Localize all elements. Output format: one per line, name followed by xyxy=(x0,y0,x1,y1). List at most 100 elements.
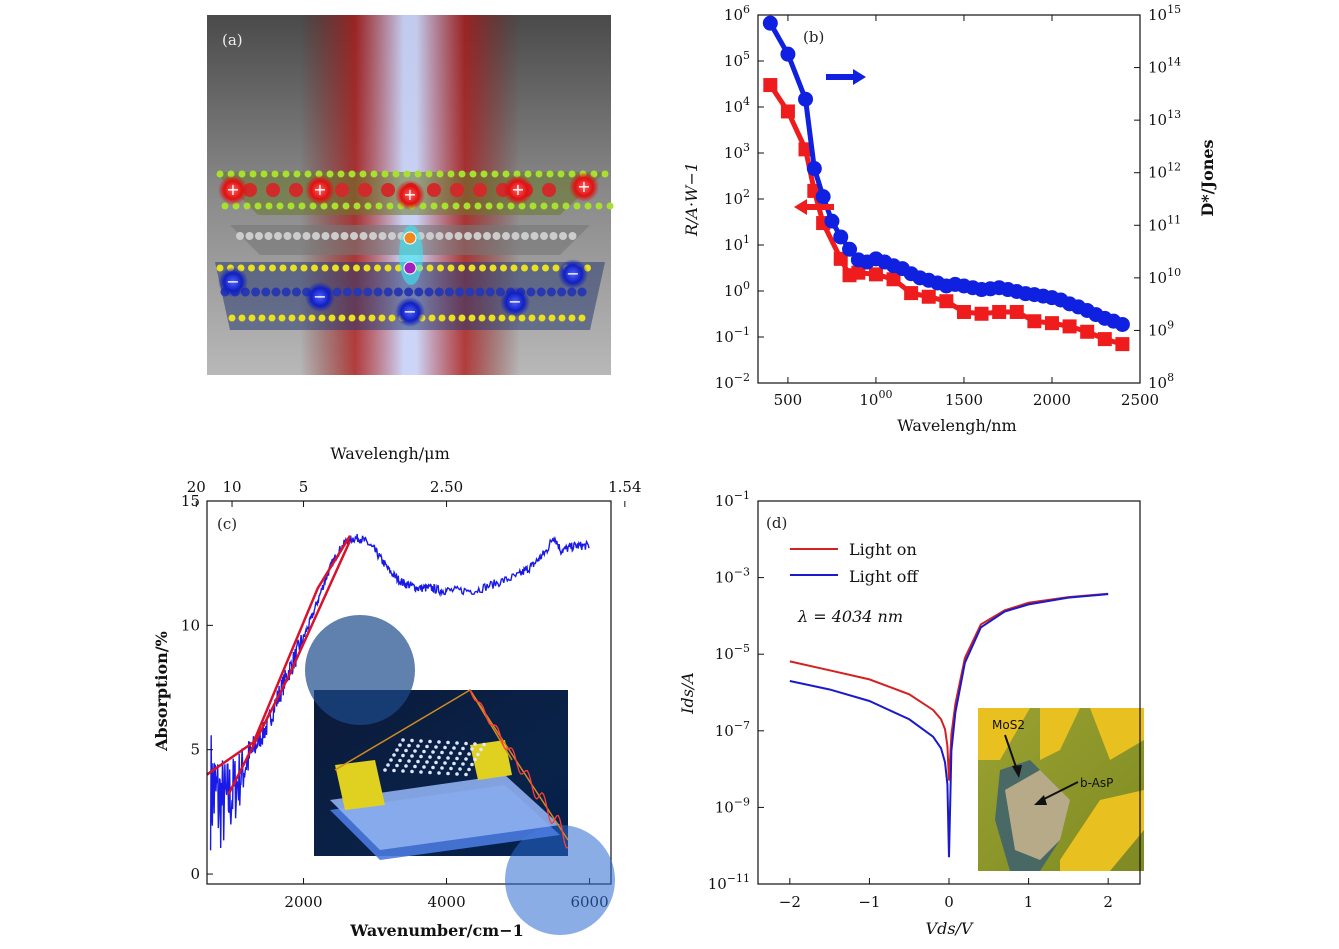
chart-b-point-square xyxy=(1080,324,1095,339)
chart-b-point-square xyxy=(992,304,1007,319)
chart-d-axes: −2 −1 0 1 2 10−11 10−9 10−7 10−5 10−3 10−1 xyxy=(708,489,1113,911)
plus-charge-icon xyxy=(218,175,248,205)
chart-b-ytick-left-label: 10−2 xyxy=(715,371,750,392)
panel-a: + + + + + − − − − − (a) xyxy=(207,15,614,375)
legend-label-light-off: Light off xyxy=(849,567,919,586)
chart-b-ytick-right-label: 108 xyxy=(1148,371,1174,392)
chart-b-ytick-right-label: 1012 xyxy=(1148,161,1181,182)
chart-b-xtick-label: 1500 xyxy=(945,391,983,409)
chart-d-panel-label: (d) xyxy=(766,514,787,532)
chart-b-point-square xyxy=(763,78,778,93)
minus-charge-icon xyxy=(305,282,335,312)
chart-c-top-xtick-label: 5 xyxy=(299,478,309,496)
chart-c-xtick-label: 4000 xyxy=(427,893,465,911)
chart-b-ytick-left-label: 104 xyxy=(724,95,750,116)
chart-b-ytick-right-label: 1014 xyxy=(1148,56,1181,77)
chart-c-top-xtick-label: 10 xyxy=(222,478,241,496)
plus-charge-icon xyxy=(395,180,425,210)
chart-c-ylabel: Absorption/% xyxy=(152,631,171,752)
chart-c-fit-line xyxy=(206,535,352,776)
chart-b-point-square xyxy=(833,251,848,266)
chart-b-xtick-label: 2500 xyxy=(1121,391,1159,409)
chart-b-point-square xyxy=(974,306,989,321)
chart-b-point-circle xyxy=(833,229,849,245)
chart-c-ytick-label: 5 xyxy=(190,741,200,759)
chart-b-point-circle xyxy=(806,161,822,177)
chart-b-marks xyxy=(762,15,1130,352)
chart-b-ytick-left-label: 10−1 xyxy=(715,325,750,346)
chart-c-panel-label: (c) xyxy=(217,515,237,533)
svg-text:−: − xyxy=(403,302,416,321)
chart-d-xtick-label: 0 xyxy=(944,893,954,911)
plus-charge-icon xyxy=(569,172,599,202)
chart-d-ytick-label: 10−7 xyxy=(715,719,750,740)
chart-b-point-square xyxy=(780,104,795,119)
chart-b-point-circle xyxy=(780,46,796,62)
chart-b-ylabel-left: R/A·W−1 xyxy=(682,162,701,237)
chart-b-ytick-right-label: 1015 xyxy=(1148,3,1181,24)
svg-text:+: + xyxy=(313,180,326,199)
chart-d-ytick-label: 10−1 xyxy=(715,489,750,510)
chart-d-ytick-label: 10−3 xyxy=(715,566,750,587)
charges: + + + + + − − − − − xyxy=(218,172,599,327)
chart-b-xtick-label: 2000 xyxy=(1033,391,1071,409)
chart-b-point-square xyxy=(1115,337,1130,352)
chart-b-ytick-left-label: 100 xyxy=(724,279,750,300)
chart-b-point-square xyxy=(1009,304,1024,319)
chart-d-legend: Light on Light off xyxy=(790,540,919,586)
chart-d-annotation: λ = 4034 nm xyxy=(797,607,903,626)
chart-b-point-square xyxy=(886,272,901,287)
panel-a-label: (a) xyxy=(222,31,243,49)
chart-b-point-circle xyxy=(762,15,778,31)
chart-b-point-square xyxy=(904,286,919,301)
chart-c-frame xyxy=(206,500,612,885)
chart-c-ytick-label: 15 xyxy=(181,492,200,510)
chart-d-xtick-label: −1 xyxy=(858,893,880,911)
chart-c-top-xlabel: Wavelengh/μm xyxy=(330,444,450,463)
svg-text:+: + xyxy=(403,185,416,204)
chart-b-ytick-right-label: 1011 xyxy=(1148,213,1181,234)
svg-text:+: + xyxy=(226,180,239,199)
chart-b-xtick-label: 1000 xyxy=(859,388,892,409)
chart-b-ylabel-right: D*/Jones xyxy=(1198,139,1217,216)
chart-c-marks xyxy=(206,533,590,851)
chart-b-point-square xyxy=(1044,316,1059,331)
chart-b-panel-label: (b) xyxy=(803,28,824,46)
panel-d: MoS2 b-AsP −2 −1 0 1 2 10−11 10−9 10−7 10−5 10−3 1… xyxy=(678,489,1144,938)
chart-d-xtick-label: −2 xyxy=(779,893,801,911)
inset-label-mos2: MoS2 xyxy=(992,718,1025,732)
svg-text:−: − xyxy=(226,272,239,291)
minus-charge-icon xyxy=(500,287,530,317)
chart-d-marks xyxy=(789,592,1109,858)
right-axis-arrow xyxy=(826,69,866,85)
chart-d-ytick-label: 10−9 xyxy=(715,795,750,816)
chart-b-point-square xyxy=(1097,332,1112,347)
chart-b-point-square xyxy=(921,289,936,304)
svg-text:−: − xyxy=(313,287,326,306)
chart-c-xtick-label: 2000 xyxy=(284,893,322,911)
chart-b-point-circle xyxy=(815,189,831,205)
plus-charge-icon xyxy=(305,175,335,205)
chart-b-point-square xyxy=(939,294,954,309)
chart-b-ytick-left-label: 101 xyxy=(724,233,750,254)
panel-b: 500 1000 1500 2000 2500 10−2 10−1 100 101 102 103 1… xyxy=(682,3,1217,435)
svg-text:−: − xyxy=(566,264,579,283)
chart-d-ytick-label: 10−5 xyxy=(715,642,750,663)
chart-b-ytick-left-label: 106 xyxy=(724,3,750,24)
panel-c: 200040006000051015201052.501.54 (c) Wave… xyxy=(152,444,642,940)
inset-label-b-asp: b-AsP xyxy=(1080,776,1113,790)
chart-b-ytick-right-label: 109 xyxy=(1148,318,1174,339)
chart-b-point-circle xyxy=(824,213,840,229)
chart-c-top-xtick-label: 1.54 xyxy=(608,478,641,496)
chart-b-xtick-label: 500 xyxy=(774,391,803,409)
chart-c-top-xtick-label: 20 xyxy=(187,478,206,496)
left-axis-arrow xyxy=(794,199,834,215)
chart-c-fit-line xyxy=(227,540,352,796)
chart-b-xlabel: Wavelengh/nm xyxy=(897,416,1016,435)
chart-d-ylabel: Ids/A xyxy=(678,672,697,715)
chart-b-point-square xyxy=(956,304,971,319)
chart-b-point-square xyxy=(851,265,866,280)
chart-d-xlabel: Vds/V xyxy=(926,919,974,938)
minus-charge-icon xyxy=(558,259,588,289)
